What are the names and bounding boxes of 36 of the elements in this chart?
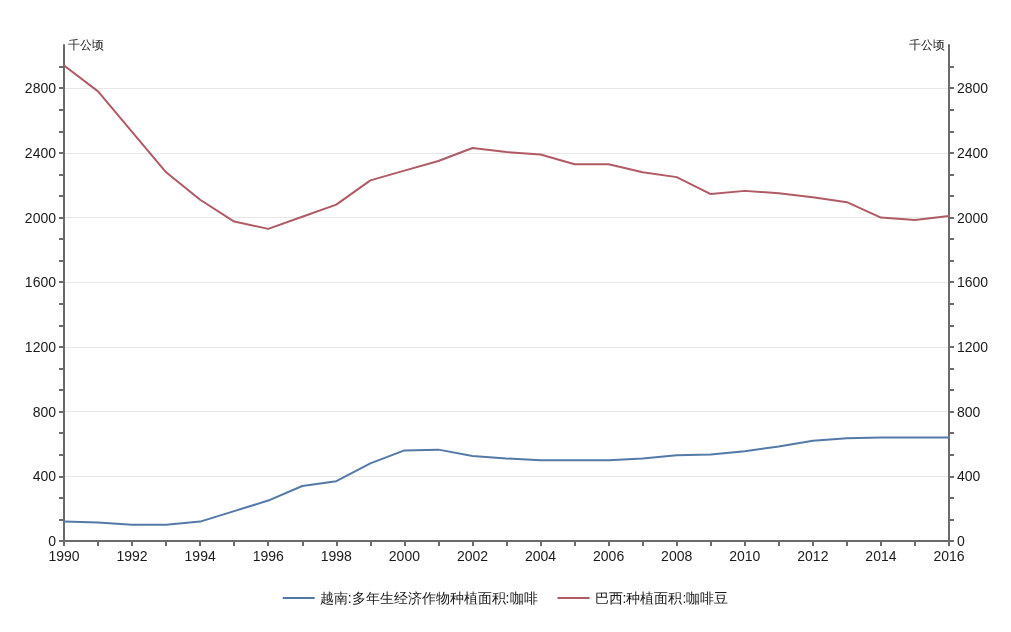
y-axis-title: 千公顷 bbox=[68, 38, 104, 52]
legend-label: 越南:多年生经济作物种植面积:咖啡 bbox=[319, 590, 538, 606]
x-tick-label: 2002 bbox=[456, 548, 489, 564]
x-tick-label: 1992 bbox=[116, 548, 148, 564]
x-tick-label: 2012 bbox=[797, 548, 829, 564]
y-tick-label: 0 bbox=[48, 533, 57, 549]
x-tick-label: 2000 bbox=[388, 548, 421, 564]
y-tick-label: 2800 bbox=[24, 80, 57, 97]
y2-tick-label: 800 bbox=[957, 403, 981, 420]
y2-tick-label: 2400 bbox=[957, 144, 989, 161]
x-tick-label: 1996 bbox=[252, 548, 285, 564]
x-tick-label: 1990 bbox=[48, 548, 80, 564]
y2-tick-label: 400 bbox=[957, 468, 981, 485]
x-tick-label: 2010 bbox=[729, 548, 761, 564]
x-tick-label: 2006 bbox=[593, 548, 625, 564]
y2-tick-label: 2000 bbox=[957, 209, 989, 226]
y-tick-label: 1200 bbox=[24, 338, 57, 355]
x-tick-label: 2004 bbox=[524, 548, 557, 564]
y2-tick-label: 2800 bbox=[957, 80, 989, 97]
x-tick-label: 2016 bbox=[933, 548, 965, 564]
y2-tick-label: 1200 bbox=[957, 338, 989, 355]
y-tick-label: 2400 bbox=[24, 144, 57, 161]
y2-tick-label: 1600 bbox=[957, 274, 989, 291]
y-tick-label: 2000 bbox=[24, 209, 57, 226]
line-series bbox=[63, 436, 950, 526]
y2-tick-label: 0 bbox=[957, 533, 965, 549]
y2-axis-title: 千公顷 bbox=[909, 38, 945, 52]
y-tick-label: 400 bbox=[32, 468, 57, 485]
x-tick-label: 1994 bbox=[184, 548, 216, 564]
y-tick-label: 1600 bbox=[24, 274, 57, 291]
line-series bbox=[63, 64, 950, 230]
legend-label: 巴西:种植面积:咖啡豆 bbox=[594, 590, 729, 606]
x-tick-label: 1998 bbox=[320, 548, 353, 564]
y-tick-label: 800 bbox=[32, 403, 57, 420]
x-tick-label: 2008 bbox=[661, 548, 693, 564]
x-tick-label: 2014 bbox=[865, 548, 897, 564]
